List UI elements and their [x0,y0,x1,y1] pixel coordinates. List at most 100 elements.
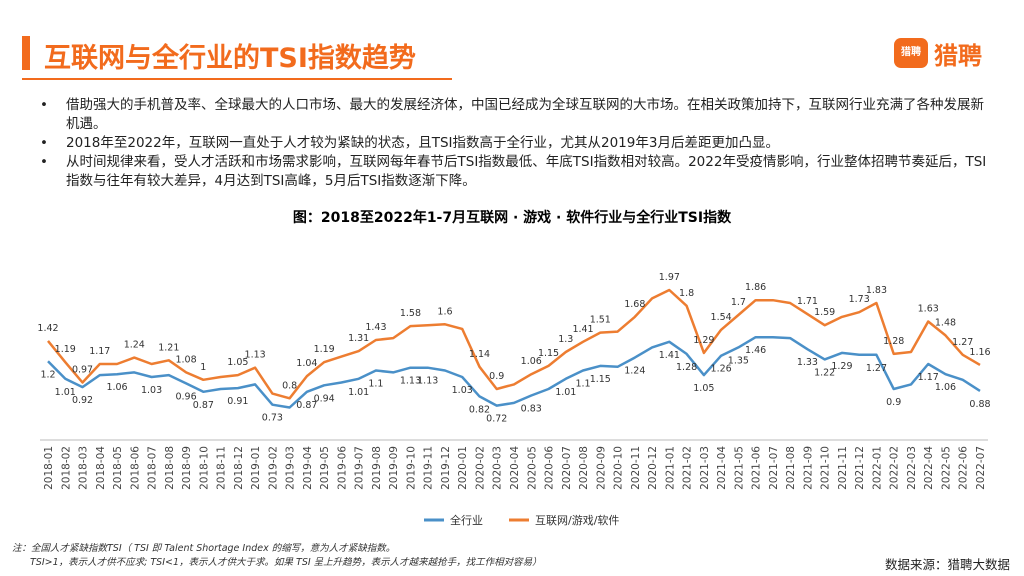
x-tick-label: 2022-01 [871,446,883,490]
x-tick-label: 2020-12 [647,446,659,490]
data-label: 1.1 [575,379,590,390]
data-label: 1.58 [400,308,421,319]
data-label: 1.03 [141,385,162,396]
data-label: 1.2 [40,369,55,380]
data-label: 1.24 [624,366,645,377]
data-label: 1.1 [368,379,383,390]
x-tick-label: 2018-10 [198,446,210,490]
bullet-list: 借助强大的手机普及率、全球最大的人口市场、最大的发展经济体，中国已经成为全球互联… [40,96,992,191]
data-label: 0.83 [521,403,542,414]
data-label: 1.41 [659,350,680,361]
x-tick-label: 2018-08 [164,446,176,490]
chart: 图：2018至2022年1-7月互联网 · 游戏 · 软件行业与全行业TSI指数… [37,209,990,527]
data-label: 1.59 [814,307,835,318]
data-label: 1.42 [37,323,58,334]
data-label: 1.63 [918,303,939,314]
x-tick-label: 2020-04 [509,446,521,490]
x-tick-label: 2019-12 [440,446,452,490]
data-label: 1.13 [417,376,438,387]
data-label: 0.9 [489,371,504,382]
x-tick-label: 2020-09 [595,446,607,490]
data-label: 0.88 [969,399,990,410]
data-label: 1.19 [55,344,76,355]
x-tick-label: 2019-11 [423,446,435,490]
logo-text: 猎聘 [934,42,982,70]
x-tick-label: 2022-06 [958,446,970,490]
x-tick-label: 2019-10 [405,446,417,490]
slide-title: 互联网与全行业的TSI指数趋势 [44,43,416,74]
data-label: 0.72 [486,414,507,425]
data-label: 1.35 [728,355,749,366]
x-tick-label: 2018-07 [147,446,159,490]
data-label: 0.97 [72,365,93,376]
data-label: 1.04 [296,358,317,369]
data-label: 1.16 [969,347,990,358]
data-label: 1.13 [400,376,421,387]
data-label: 0.94 [314,393,335,404]
legend-label: 全行业 [450,513,483,527]
x-tick-label: 2018-09 [181,446,193,490]
data-label: 1.24 [124,340,145,351]
data-label: 1.15 [590,374,611,385]
x-tick-label: 2018-02 [60,446,72,490]
data-label: 0.9 [886,397,901,408]
x-tick-label: 2018-04 [95,446,107,490]
x-tick-label: 2019-08 [371,446,383,490]
x-tick-label: 2020-07 [561,446,573,490]
x-tick-label: 2020-01 [457,446,469,490]
x-tick-label: 2022-02 [889,446,901,490]
data-label: 1.06 [106,382,127,393]
x-tick-label: 2021-12 [854,446,866,490]
x-tick-label: 2020-10 [613,446,625,490]
data-label: 1.01 [348,387,369,398]
data-label: 1.27 [866,363,887,374]
data-label: 0.92 [72,395,93,406]
x-tick-label: 2019-03 [285,446,297,490]
x-tick-label: 2021-02 [682,446,694,490]
data-label: 1.03 [452,385,473,396]
data-label: 1.29 [693,335,714,346]
bullet: 借助强大的手机普及率、全球最大的人口市场、最大的发展经济体，中国已经成为全球互联… [40,96,992,134]
data-label: 1 [200,362,206,373]
data-label: 1.28 [883,336,904,347]
x-tick-label: 2022-07 [975,446,987,490]
series-line [47,288,981,400]
data-label: 1.8 [679,288,694,299]
data-label: 1.3 [558,334,573,345]
data-label: 1.01 [555,387,576,398]
data-label: 1.71 [797,296,818,307]
data-label: 1.06 [521,356,542,367]
data-label: 1.48 [935,317,956,328]
x-tick-label: 2020-02 [474,446,486,490]
x-tick-label: 2021-09 [802,446,814,490]
data-label: 1.54 [711,312,732,323]
data-label: 1.41 [572,324,593,335]
data-label: 1.15 [538,348,559,359]
source: 数据来源：猎聘大数据 [884,557,1010,572]
data-label: 1.51 [590,315,611,326]
data-label: 1.43 [365,322,386,333]
title-underline [22,78,452,80]
data-label: 1.33 [797,357,818,368]
x-tick-label: 2022-03 [906,446,918,490]
data-label: 0.87 [296,400,317,411]
x-tick-label: 2021-07 [768,446,780,490]
x-tick-label: 2021-10 [820,446,832,490]
x-tick-label: 2020-08 [578,446,590,490]
legend-label: 互联网/游戏/软件 [535,513,619,527]
x-tick-label: 2020-03 [492,446,504,490]
data-label: 1.05 [693,383,714,394]
data-label: 0.8 [282,380,297,391]
x-tick-label: 2021-11 [837,446,849,490]
data-label: 1.68 [624,299,645,310]
data-label: 1.21 [158,342,179,353]
bullet: 2018年至2022年，互联网一直处于人才较为紧缺的状态，且TSI指数高于全行业… [40,134,992,153]
notes: 注：全国人才紧缺指数TSI（ TSI 即 Talent Shortage Ind… [12,542,542,570]
data-label: 1.46 [745,345,766,356]
x-tick-label: 2018-05 [112,446,124,490]
x-tick-label: 2021-06 [751,446,763,490]
data-label: 1.7 [731,297,746,308]
data-label: 1.73 [849,294,870,305]
data-label: 1.17 [89,346,110,357]
